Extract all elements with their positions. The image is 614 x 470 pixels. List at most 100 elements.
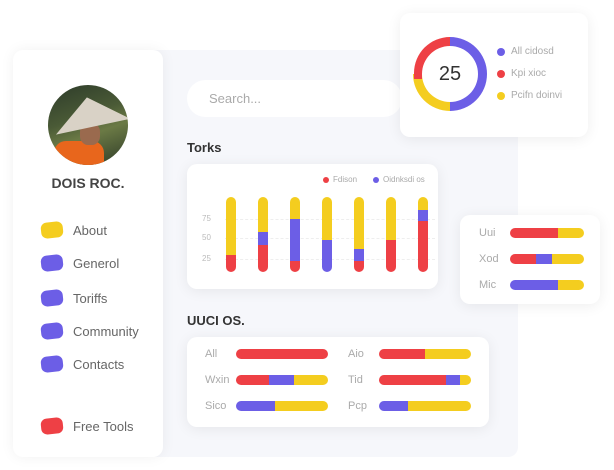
donut-value: 25 (438, 63, 462, 85)
stacked-bar (354, 197, 364, 272)
legend-dot-purple (373, 176, 379, 183)
uuci-title: UUCI OS. (187, 313, 245, 328)
bar-segment-yellow (558, 228, 584, 238)
stacked-hbar (379, 375, 471, 385)
row-label: Uui (479, 227, 496, 239)
bar-segment-red (379, 349, 425, 359)
legend-dot (497, 91, 505, 100)
side-bars-card: Uui Xod Mic (460, 215, 600, 304)
sidebar-item-community[interactable]: Community (40, 321, 139, 341)
torks-chart-card: Fdison Oidnksdi os 75 50 25 (187, 164, 438, 289)
bar-row: Tid (348, 374, 471, 386)
bar-segment-red (510, 228, 559, 238)
bar-segment-red (354, 260, 364, 272)
stacked-hbar (510, 280, 584, 290)
row-label: Tid (348, 374, 363, 386)
bar-segment-yellow (293, 375, 328, 385)
sidebar-item-generol[interactable]: Generol (40, 253, 120, 273)
bar-segment-purple (258, 232, 268, 245)
donut-legend-item: Kpi xioc (497, 68, 546, 79)
stacked-bar (386, 197, 396, 272)
bar-segment-red (379, 375, 447, 385)
bar-row: All (205, 348, 328, 360)
stacked-hbar (510, 254, 584, 264)
bar-segment-red (386, 239, 396, 272)
sidebar-item-free-tools[interactable]: Free Tools (40, 416, 134, 436)
bar-segment-red (290, 260, 300, 272)
sidebar-item-label: About (73, 222, 107, 238)
y-tick: 75 (202, 214, 211, 223)
bar-row: Aio (348, 348, 471, 360)
donut-chart (413, 37, 487, 111)
legend-dot (497, 69, 505, 78)
bar-row: Wxin (205, 374, 328, 386)
bar-segment-yellow (322, 197, 332, 240)
legend-label: Pcifn doinvi (511, 90, 563, 101)
legend-label: Kpi xioc (511, 68, 547, 79)
legend-dot-red (323, 176, 329, 183)
profile-name: DOIS ROC. (51, 175, 125, 191)
bar-row: Sico (205, 400, 328, 412)
donut-segment-purple (450, 37, 487, 111)
bar-segment-purple (535, 254, 553, 264)
stacked-bar (226, 197, 236, 272)
bar-segment-red (510, 254, 536, 264)
row-label: Mic (479, 279, 497, 291)
row-label: Aio (348, 348, 364, 360)
nav-blob-icon (40, 253, 64, 273)
nav-blob-icon (40, 321, 64, 341)
bar-segment-purple (510, 280, 559, 290)
uuci-card: All Wxin Sico Aio Tid Pcp (187, 337, 489, 427)
bar-row: Xod (479, 253, 584, 265)
row-label: Xod (479, 253, 499, 265)
bar-segment-red (226, 254, 236, 272)
bar-row: Pcp (348, 400, 471, 412)
stacked-bar (258, 197, 268, 272)
sidebar-item-about[interactable]: About (40, 220, 107, 240)
legend-label: Fdison (333, 175, 358, 184)
donut-legend-item: All cidosd (497, 46, 554, 57)
donut-legend-item: Pcifn doinvi (497, 90, 562, 101)
sidebar-item-label: Free Tools (73, 418, 134, 434)
row-label: Sico (205, 400, 227, 412)
sidebar-item-label: Contacts (73, 356, 125, 372)
bar-segment-purple (290, 218, 300, 261)
y-tick: 25 (202, 254, 211, 263)
bar-segment-yellow (558, 280, 584, 290)
bar-segment-yellow (459, 375, 471, 385)
bar-segment-red (418, 221, 428, 272)
bar-row: Uui (479, 227, 584, 239)
stacked-bar (290, 197, 300, 272)
bar-segment-purple (418, 209, 428, 221)
torks-title: Torks (187, 140, 222, 155)
row-label: Pcp (348, 400, 367, 412)
sidebar-item-contacts[interactable]: Contacts (40, 354, 125, 374)
bar-segment-yellow (274, 401, 328, 411)
bar-segment-purple (446, 375, 460, 385)
avatar (48, 85, 128, 165)
bar-segment-yellow (354, 197, 364, 249)
sidebar-item-label: Generol (73, 255, 120, 271)
bar-segment-yellow (258, 197, 268, 233)
bar-segment-purple (236, 401, 275, 411)
donut-segment-yellow (413, 74, 450, 111)
bar-segment-purple (269, 375, 294, 385)
sidebar-item-toriffs[interactable]: Toriffs (40, 288, 107, 308)
stacked-hbar (510, 228, 584, 238)
nav-blob-icon (40, 220, 64, 240)
stacked-bar (418, 197, 428, 272)
stacked-bar (322, 197, 332, 272)
row-label: Wxin (205, 374, 230, 386)
search-input[interactable]: Search... (187, 80, 402, 117)
y-tick: 50 (202, 233, 211, 242)
nav-blob-icon (40, 416, 64, 436)
bar-segment-yellow (290, 197, 300, 219)
bar-segment-yellow (552, 254, 584, 264)
legend-label: Oidnksdi os (383, 175, 425, 184)
legend-dot (497, 47, 505, 56)
bar-row: Mic (479, 279, 584, 291)
legend-label: All cidosd (511, 46, 554, 57)
nav-blob-icon (40, 354, 64, 374)
bar-segment-red (258, 245, 268, 272)
donut-card: 25 All cidosd Kpi xioc Pcifn doinvi (400, 13, 588, 137)
